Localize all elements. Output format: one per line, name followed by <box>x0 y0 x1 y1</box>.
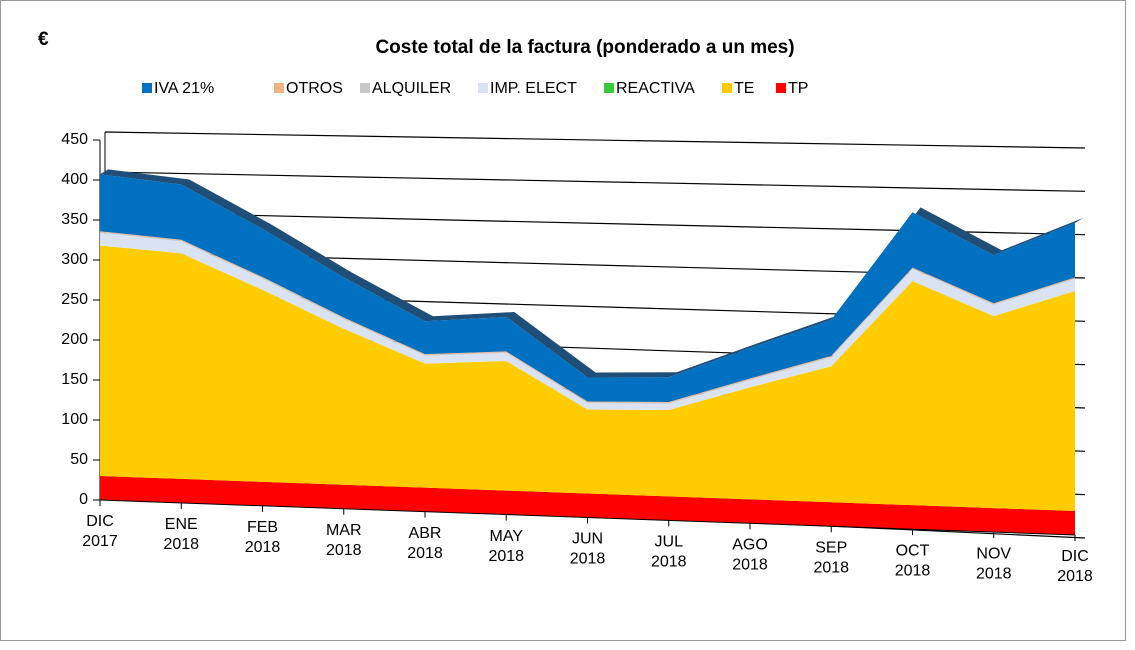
area <box>100 476 1075 535</box>
y-tick-label: 400 <box>61 171 88 188</box>
x-tick-label: OCT <box>896 542 930 559</box>
x-tick-label: NOV <box>976 545 1011 562</box>
y-tick-label: 0 <box>79 491 88 508</box>
x-tick-label: MAR <box>326 522 362 539</box>
area <box>100 232 1075 411</box>
legend-label: TP <box>788 80 808 97</box>
y-tick-label: 150 <box>61 371 88 388</box>
y-tick-label: 250 <box>61 291 88 308</box>
area <box>100 245 1075 511</box>
x-tick-label: JUN <box>572 531 603 548</box>
x-tick-label: MAY <box>490 528 524 545</box>
y-tick-label: 300 <box>61 251 88 268</box>
x-tick-label: 2017 <box>82 533 118 550</box>
legend-label: IMP. ELECT <box>490 80 577 97</box>
chart-title: Coste total de la factura (ponderado a u… <box>375 37 794 58</box>
legend: IVA 21% OTROS ALQUILER IMP. ELECT REACTIVA TE… <box>142 80 808 97</box>
x-tick-label: 2018 <box>245 539 281 556</box>
x-tick-label: ENE <box>165 516 198 533</box>
x-tick-label: 2018 <box>813 559 849 576</box>
x-tick-label: 2018 <box>488 548 524 565</box>
y-tick-label: 200 <box>61 331 88 348</box>
legend-swatch <box>478 83 488 93</box>
y-tick-label: 450 <box>61 131 88 148</box>
x-tick-label: 2018 <box>570 551 606 568</box>
x-tick-label: 2018 <box>895 562 931 579</box>
legend-label: REACTIVA <box>616 80 695 97</box>
legend-swatch <box>604 83 614 93</box>
x-tick-label: ABR <box>409 525 442 542</box>
area <box>100 174 1075 403</box>
legend-label: TE <box>734 80 754 97</box>
legend-swatch <box>722 83 732 93</box>
unit-label: € <box>38 29 49 50</box>
x-tick-label: 2018 <box>326 542 362 559</box>
x-tick-label: 2018 <box>976 565 1012 582</box>
y-tick-label: 50 <box>70 451 88 468</box>
x-tick-label: 2018 <box>407 545 443 562</box>
legend-label: IVA 21% <box>154 80 214 97</box>
grid-line <box>104 171 1086 192</box>
x-tick-label: AGO <box>732 537 768 554</box>
x-tick-label: 2018 <box>1057 568 1093 585</box>
x-tick-label: 2018 <box>732 557 768 574</box>
y-tick-label: 100 <box>61 411 88 428</box>
x-tick-label: DIC <box>86 513 114 530</box>
x-tick-label: DIC <box>1061 548 1089 565</box>
legend-swatch <box>274 83 284 93</box>
x-tick-label: 2018 <box>651 554 687 571</box>
x-tick-label: FEB <box>247 519 278 536</box>
grid-line <box>104 131 1086 149</box>
y-tick-label: 350 <box>61 211 88 228</box>
legend-swatch <box>142 83 152 93</box>
x-tick-label: SEP <box>815 539 847 556</box>
legend-label: OTROS <box>286 80 343 97</box>
area-depth <box>100 169 1083 378</box>
x-tick-label: JUL <box>655 534 684 551</box>
x-tick-label: 2018 <box>163 536 199 553</box>
legend-swatch <box>360 83 370 93</box>
legend-label: ALQUILER <box>372 80 451 97</box>
legend-swatch <box>776 83 786 93</box>
